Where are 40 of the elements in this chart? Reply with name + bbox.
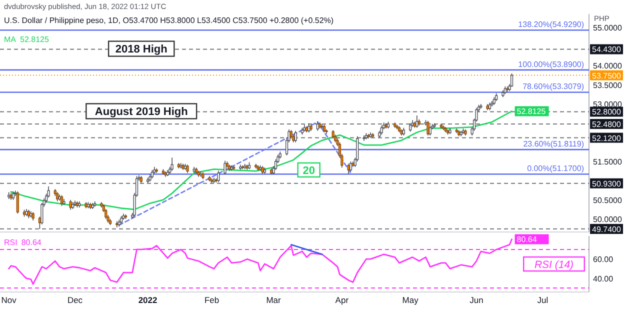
y-tick-label: 49.7400	[592, 224, 622, 234]
y-tick-label: 54.4300	[592, 45, 622, 54]
y-tick-label: 52.8000	[592, 108, 622, 117]
y-tick-label: 51.5000	[593, 158, 622, 167]
annotation: 20	[302, 164, 315, 177]
data-label: 52.8125	[516, 107, 546, 116]
y-tick-label: 52.1200	[592, 134, 622, 143]
y-tick-label: 53.7500	[592, 71, 622, 80]
ref-line-label: August 2019 High	[94, 106, 188, 118]
x-tick-label: Nov	[1, 295, 18, 305]
x-tick-label: Feb	[204, 295, 220, 305]
ref-line-label: 0.00%(51.1700)	[527, 164, 584, 174]
data-label: 80.64	[516, 235, 538, 244]
x-tick-label: Jul	[537, 295, 548, 305]
chart-title: U.S. Dollar / Philippine peso, 1D, O53.4700 H53.8000 L53.4500 C53.7500 +0.2800 (+0.52%)	[4, 16, 334, 25]
y-tick-label: 50.9300	[592, 179, 622, 188]
y-tick-label: 54.0000	[593, 62, 622, 71]
x-tick-label: Dec	[67, 295, 84, 305]
ref-line-label: 23.60%(51.8119)	[523, 140, 584, 149]
text: 52.8125	[20, 35, 49, 44]
x-tick-label: Jun	[470, 295, 484, 305]
x-tick-label: 2022	[138, 295, 158, 305]
text: MA	[4, 35, 17, 44]
text: RSI	[4, 238, 18, 247]
x-tick-label: May	[402, 295, 420, 305]
ref-line-label: 2018 High	[115, 44, 168, 56]
y-tick-label: 53.5000	[593, 80, 622, 90]
y-tick-label: 50.5000	[593, 196, 622, 205]
ref-line-label: 138.20%(54.9290)	[518, 20, 584, 30]
x-tick-label: Mar	[266, 295, 282, 305]
ref-line-label: 100.00%(53.8900)	[518, 60, 584, 69]
annotation: RSI (14)	[534, 259, 574, 271]
ref-line-label: 78.60%(53.3079)	[522, 82, 584, 92]
y-tick-label: 40.00	[593, 274, 614, 284]
y-tick-label: 50.0000	[593, 214, 622, 224]
y-tick-label: 52.4800	[592, 120, 622, 129]
text: 80.64	[21, 238, 42, 247]
y-tick-label: 60.00	[593, 255, 614, 264]
y-tick-label: 55.0000	[593, 23, 622, 32]
x-tick-label: Apr	[335, 295, 349, 305]
